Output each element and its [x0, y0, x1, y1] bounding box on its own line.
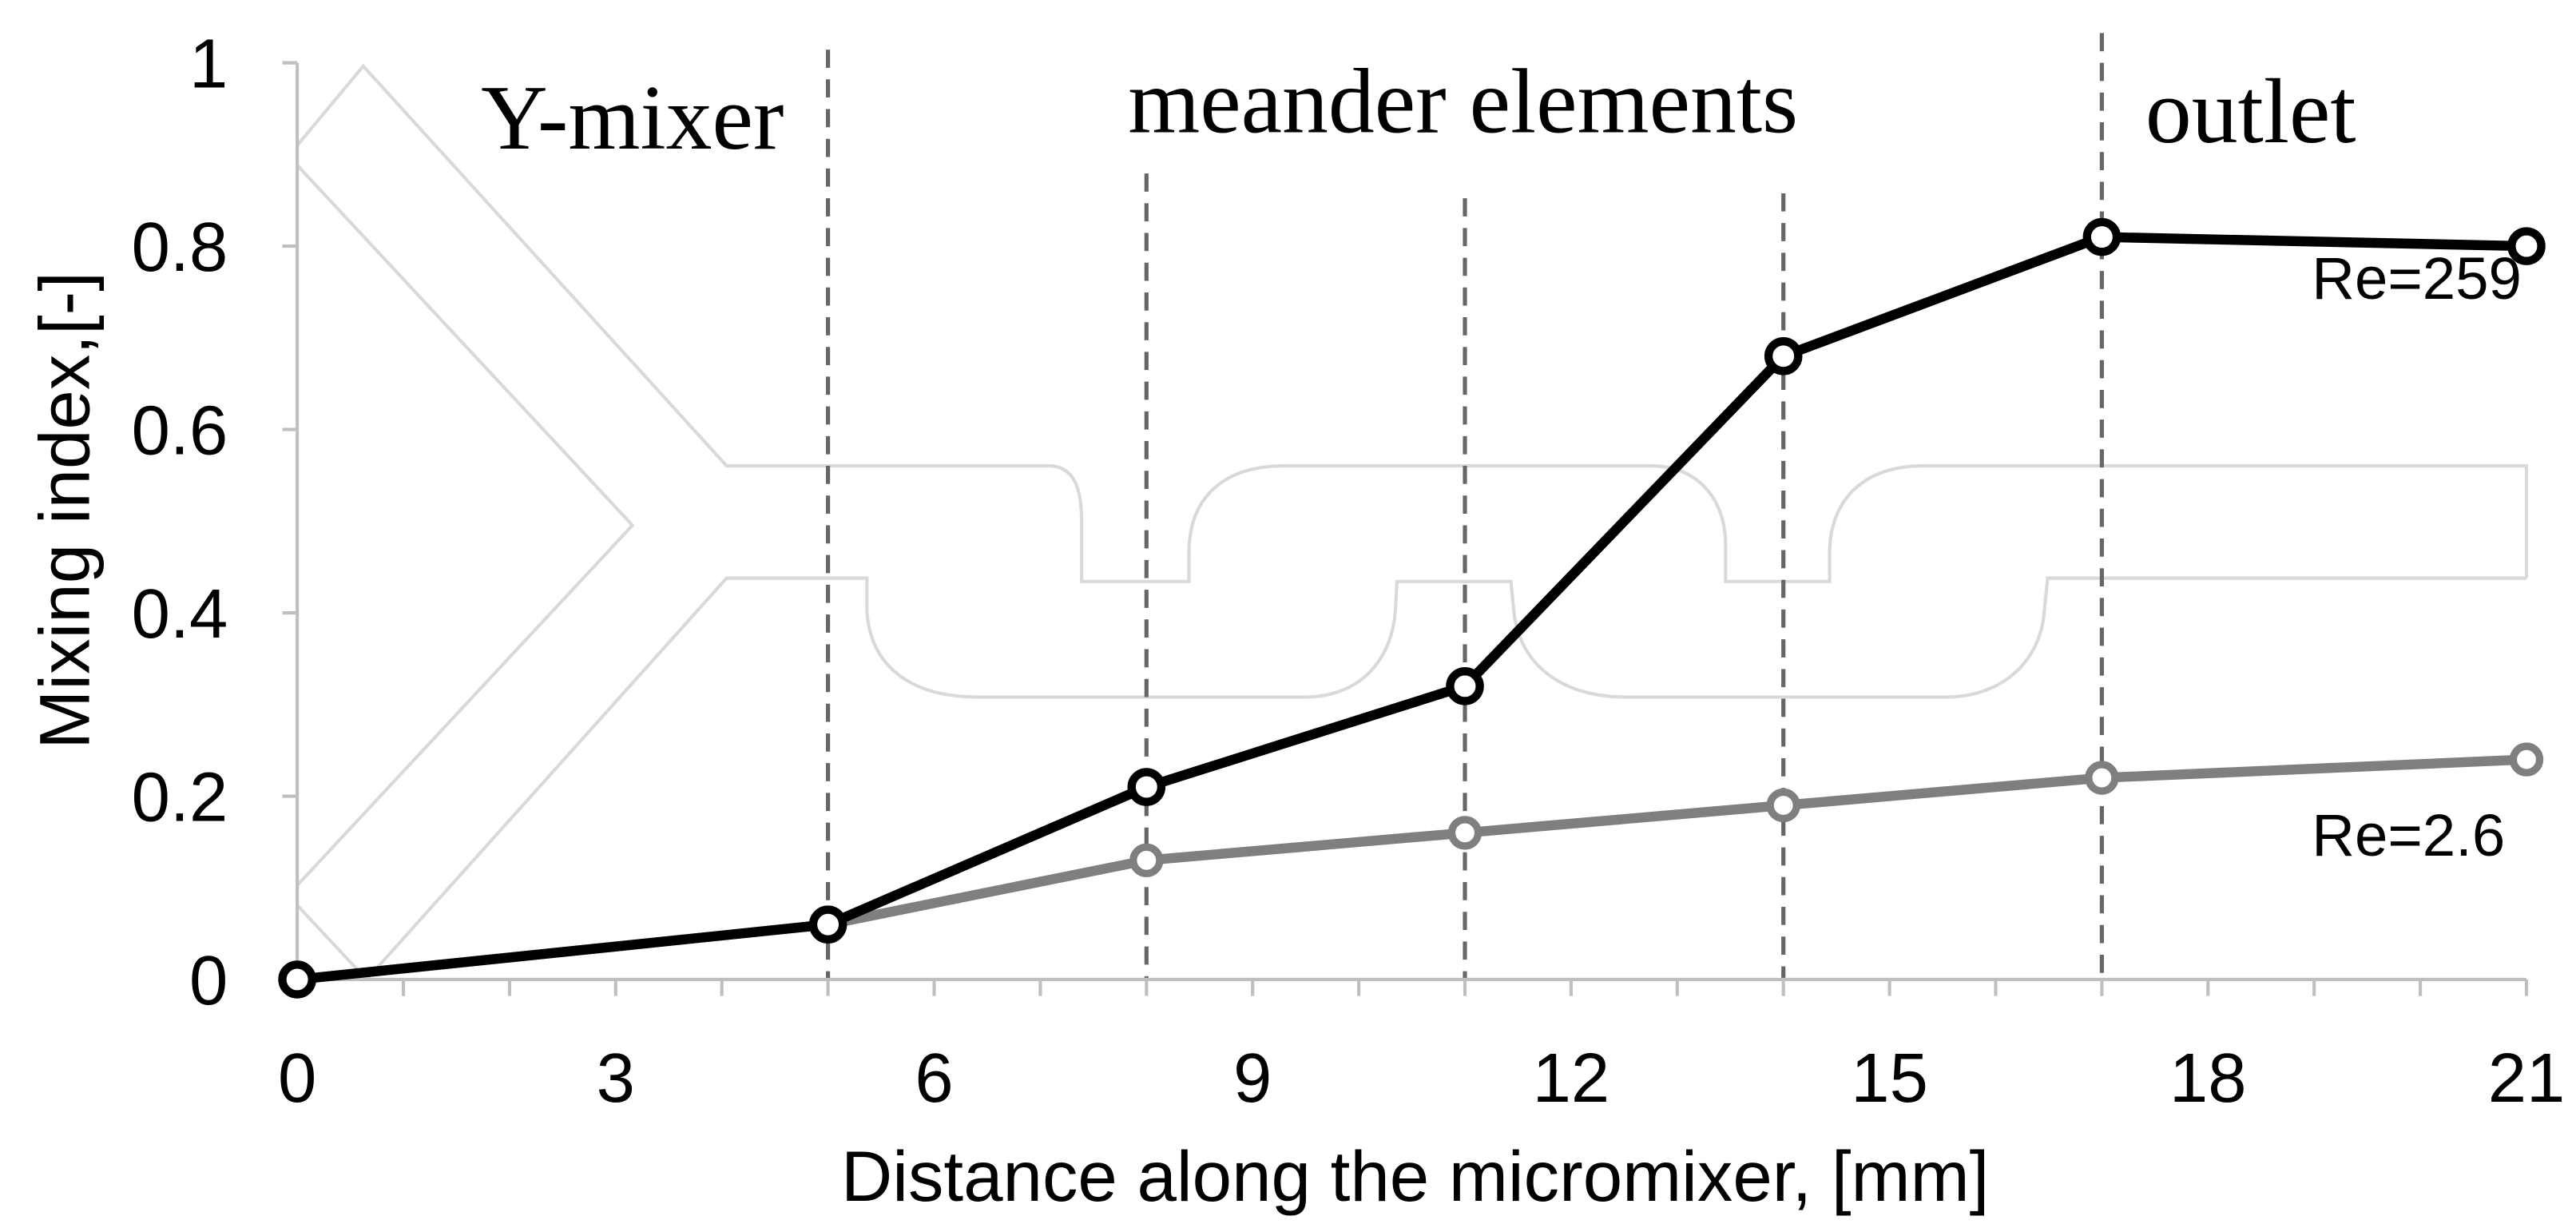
- series-re-259: [278, 217, 2546, 999]
- data-point-re-259-4: [1764, 337, 1803, 376]
- x-tick-label: 18: [2169, 1039, 2247, 1117]
- section-label-outlet: outlet: [2145, 61, 2356, 163]
- series-re-2-6: [280, 742, 2544, 997]
- section-boundaries: [826, 33, 2104, 980]
- data-point-re-259-3: [1446, 667, 1484, 705]
- y-tick-label: 0.2: [132, 759, 228, 837]
- section-label-y-mixer: Y-mixer: [481, 67, 784, 169]
- data-point-re-259-0: [278, 960, 316, 999]
- series-label-re-259: Re=259: [2312, 245, 2522, 312]
- upper-channel-wall: [296, 63, 2529, 583]
- x-tick-label: 6: [915, 1039, 953, 1117]
- data-point-re-259-5: [2082, 217, 2122, 256]
- x-tick-label: 21: [2488, 1039, 2566, 1117]
- data-point-re-2-6-2: [1129, 843, 1164, 878]
- x-tick-label: 0: [278, 1039, 316, 1117]
- lower-channel-wall: [296, 576, 2526, 983]
- data-point-re-2-6-6: [2509, 742, 2544, 777]
- y-tick-label: 0: [189, 942, 228, 1019]
- x-tick-label: 3: [597, 1039, 635, 1117]
- y-tick-labels: 0 0.2 0.4 0.6 0.8 1: [132, 26, 228, 1019]
- data-point-re-2-6-5: [2085, 761, 2119, 795]
- data-series: [278, 217, 2546, 999]
- x-axis-title: Distance along the micromixer, [mm]: [841, 1137, 1989, 1216]
- series-line-re-259: [292, 232, 2532, 985]
- x-tick-labels: 0 3 6 9 12 15 18 21: [278, 1039, 2565, 1117]
- section-label-meander-elements: meander elements: [1128, 50, 1798, 153]
- y-tick-label: 0.8: [132, 209, 228, 286]
- data-point-re-2-6-4: [1766, 788, 1800, 823]
- x-tick-label: 12: [1533, 1039, 1610, 1117]
- data-point-re-259-2: [1127, 768, 1166, 806]
- data-point-re-259-1: [808, 905, 847, 944]
- data-point-re-2-6-3: [1447, 816, 1482, 850]
- x-tick-label: 15: [1851, 1039, 1928, 1117]
- y-tick-label: 0.6: [132, 392, 228, 470]
- y-tick-label: 0.4: [132, 575, 228, 653]
- data-point-re-259-6: [2507, 227, 2546, 265]
- micromixer-schematic: [296, 63, 2529, 983]
- y-tick-label: 1: [189, 26, 228, 103]
- x-tick-label: 9: [1233, 1039, 1272, 1117]
- series-label-re-2-6: Re=2.6: [2312, 802, 2505, 868]
- axes: [282, 61, 2529, 996]
- inlet-junction-wall: [296, 164, 635, 887]
- y-axis-title: Mixing index,[-]: [26, 272, 105, 749]
